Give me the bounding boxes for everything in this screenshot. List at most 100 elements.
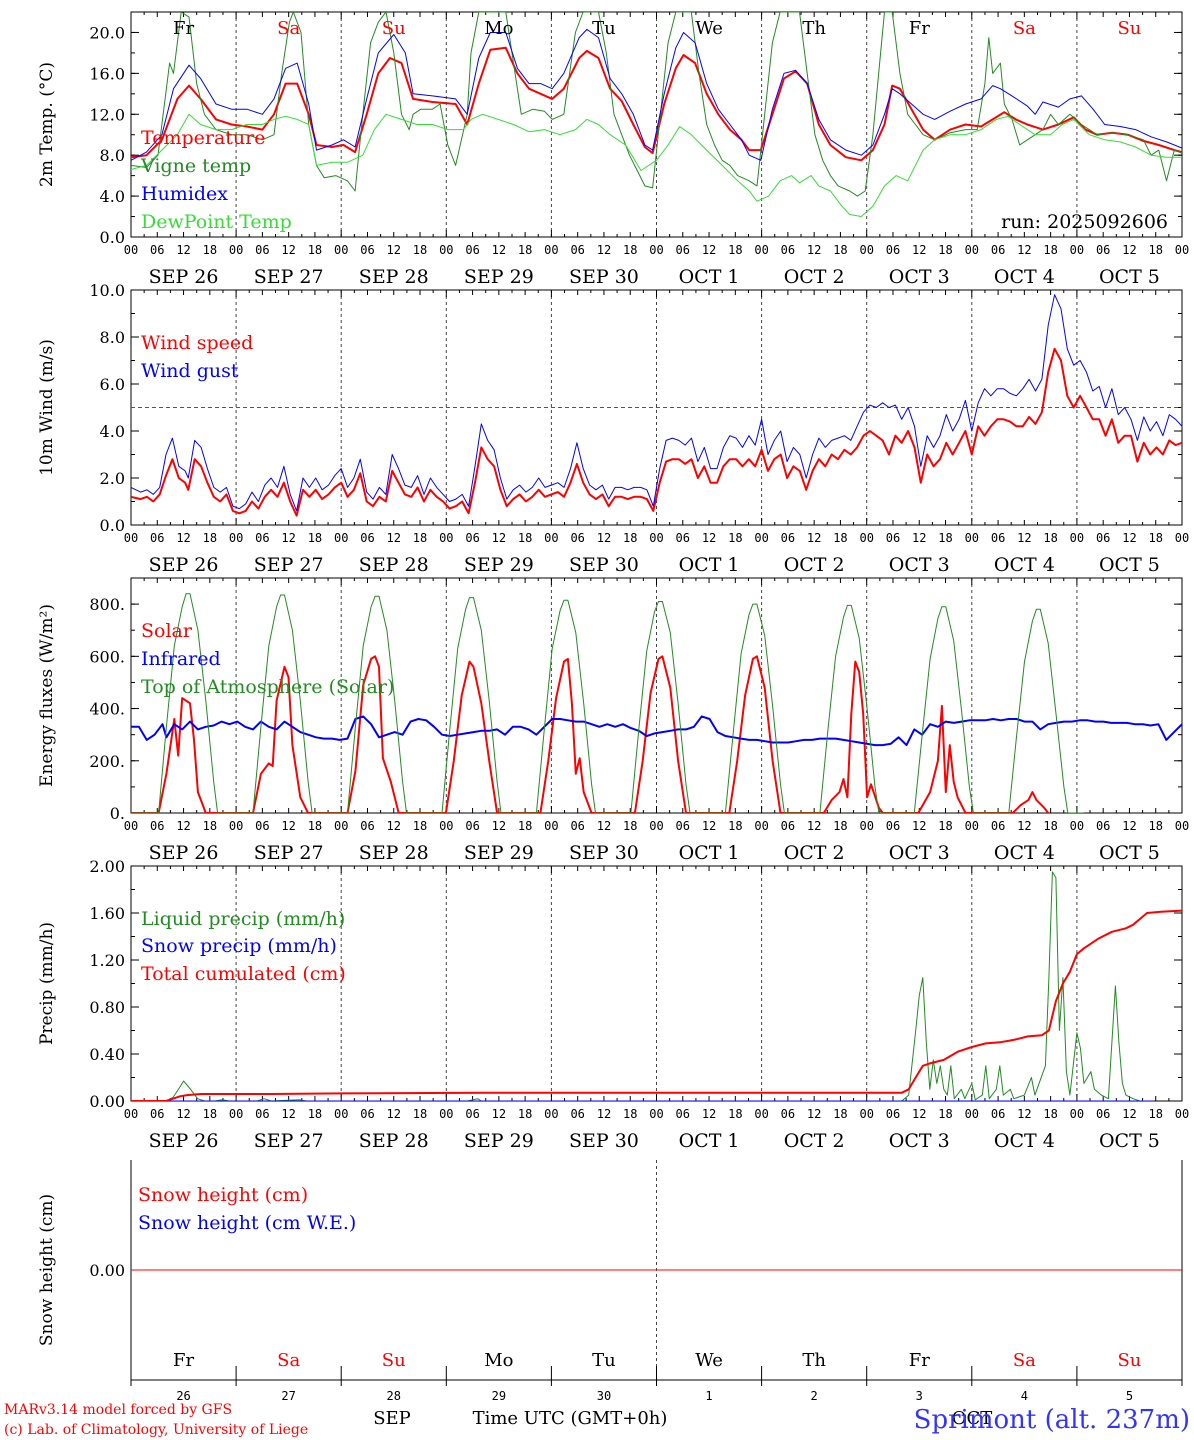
date-label: SEP 29 — [464, 1130, 534, 1152]
hour-tick-label: 00 — [649, 531, 663, 545]
hour-tick-label: 18 — [308, 531, 322, 545]
hour-tick-label: 06 — [150, 243, 164, 257]
y-tick-label: 2.00 — [89, 857, 125, 876]
weekday-label-bottom: Fr — [909, 1350, 930, 1371]
y-tick-label: 1.20 — [89, 951, 125, 970]
hour-tick-label: 06 — [465, 531, 479, 545]
date-label: OCT 1 — [679, 1130, 740, 1152]
hour-tick-label: 06 — [360, 819, 374, 833]
date-label: SEP 27 — [254, 842, 324, 864]
hour-tick-label: 06 — [360, 1107, 374, 1121]
hour-tick-label: 18 — [728, 819, 742, 833]
hour-tick-label: 18 — [413, 531, 427, 545]
hour-tick-label: 06 — [781, 819, 795, 833]
hour-tick-label: 12 — [1017, 531, 1031, 545]
hour-tick-label: 12 — [912, 1107, 926, 1121]
hour-tick-label: 00 — [544, 1107, 558, 1121]
hour-tick-label: 00 — [334, 819, 348, 833]
precip-legend-snow-precip-mm-h: Snow precip (mm/h) — [141, 935, 337, 957]
hour-tick-label: 12 — [912, 531, 926, 545]
hour-tick-label: 18 — [728, 243, 742, 257]
weekday-label-bottom: Su — [382, 1350, 406, 1371]
temp-panel-frame — [130, 11, 1183, 238]
y-tick-label: 16.0 — [89, 64, 125, 83]
hour-tick-label: 00 — [859, 531, 873, 545]
axis-text-layer: 00 06 12 18 00 06 12 18 00 06 12 18 00 06 12 18 00 06 12 18… — [37, 18, 1189, 1403]
hour-tick-label: 12 — [1122, 1107, 1136, 1121]
hour-tick-label: 06 — [255, 243, 269, 257]
hour-tick-label: 12 — [1122, 531, 1136, 545]
hour-tick-label: 18 — [623, 243, 637, 257]
y-tick-label: 0.00 — [89, 1261, 125, 1280]
y-tick-label: 4.0 — [100, 422, 125, 441]
hour-tick-label: 06 — [570, 1107, 584, 1121]
hour-tick-label: 18 — [938, 531, 952, 545]
hour-tick-label: 06 — [465, 819, 479, 833]
date-label: OCT 2 — [784, 554, 845, 576]
weekday-label-top: We — [695, 18, 723, 39]
y-tick-label: 400. — [89, 700, 125, 719]
credit-line-2: (c) Lab. of Climatology, University of L… — [4, 1422, 308, 1438]
hour-tick-label: 18 — [938, 819, 952, 833]
date-label: SEP 29 — [464, 266, 534, 288]
hour-tick-label: 06 — [676, 243, 690, 257]
hour-tick-label: 00 — [229, 819, 243, 833]
hour-tick-label: 12 — [597, 819, 611, 833]
hour-tick-label: 12 — [281, 1107, 295, 1121]
date-label: OCT 2 — [784, 1130, 845, 1152]
legend-layer: Temperature Vigne temp Humidex DewPoint Tem… — [138, 127, 394, 1234]
hour-tick-label: 06 — [676, 819, 690, 833]
day-number-label: 2 — [811, 1389, 818, 1403]
temp-y-axis-title: 2m Temp. (°C) — [37, 62, 57, 187]
hour-tick-label: 18 — [518, 1107, 532, 1121]
hour-tick-label: 06 — [886, 531, 900, 545]
hour-tick-label: 06 — [360, 531, 374, 545]
temp-series-humidex — [131, 28, 1182, 161]
hour-tick-label: 18 — [1148, 1107, 1162, 1121]
hour-tick-label: 12 — [1017, 1107, 1031, 1121]
hour-tick-label: 18 — [413, 1107, 427, 1121]
date-label: SEP 27 — [254, 1130, 324, 1152]
hour-tick-label: 00 — [439, 243, 453, 257]
time-axis-title: Time UTC (GMT+0h) — [473, 1408, 668, 1429]
hour-tick-label: 00 — [544, 819, 558, 833]
hour-tick-label: 06 — [150, 531, 164, 545]
hour-tick-label: 12 — [387, 1107, 401, 1121]
hour-tick-label: 12 — [176, 819, 190, 833]
snow-legend-snow-height-cm: Snow height (cm) — [138, 1184, 308, 1206]
weekday-label-bottom: Mo — [484, 1350, 513, 1371]
date-label: SEP 30 — [569, 266, 639, 288]
wind-legend-wind-speed: Wind speed — [141, 332, 253, 354]
date-label: SEP 28 — [359, 842, 429, 864]
hour-tick-label: 00 — [124, 819, 138, 833]
hour-tick-label: 12 — [492, 531, 506, 545]
hour-tick-label: 12 — [597, 531, 611, 545]
hour-tick-label: 06 — [255, 1107, 269, 1121]
hour-tick-label: 18 — [1043, 243, 1057, 257]
energy-series-infrared — [131, 715, 1182, 747]
month-label-sep: SEP — [373, 1408, 411, 1429]
hour-tick-label: 00 — [124, 531, 138, 545]
date-label: OCT 1 — [679, 554, 740, 576]
hour-tick-label: 06 — [676, 1107, 690, 1121]
hour-tick-label: 06 — [886, 819, 900, 833]
date-label: SEP 26 — [149, 266, 219, 288]
day-number-label: 4 — [1021, 1389, 1028, 1403]
weekday-label-bottom: Fr — [173, 1350, 194, 1371]
hour-tick-label: 12 — [702, 243, 716, 257]
hour-tick-label: 00 — [229, 243, 243, 257]
hour-tick-label: 06 — [991, 243, 1005, 257]
hour-tick-label: 00 — [754, 243, 768, 257]
hour-tick-label: 06 — [886, 1107, 900, 1121]
hour-tick-label: 00 — [754, 1107, 768, 1121]
hour-tick-label: 06 — [1096, 531, 1110, 545]
hour-tick-label: 12 — [912, 819, 926, 833]
date-label: SEP 30 — [569, 554, 639, 576]
hour-tick-label: 06 — [781, 531, 795, 545]
hour-tick-label: 12 — [176, 1107, 190, 1121]
hour-tick-label: 18 — [1148, 819, 1162, 833]
y-tick-label: 8.0 — [100, 146, 125, 165]
hour-tick-label: 06 — [255, 819, 269, 833]
hour-tick-label: 18 — [833, 243, 847, 257]
